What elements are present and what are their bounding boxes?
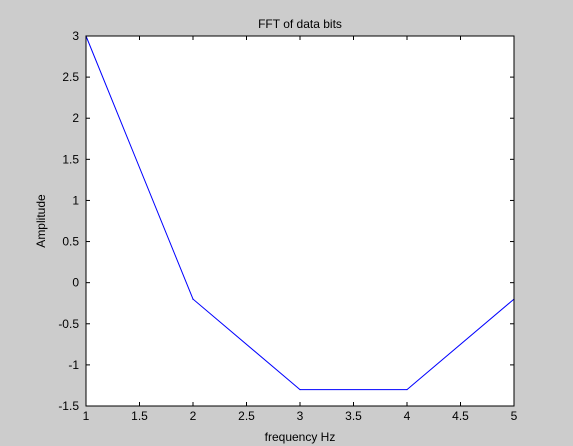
x-tick-label: 2.5 (238, 409, 255, 423)
x-axis-ticks: 1 1.5 2 2.5 3 3.5 4 4.5 5 (83, 36, 518, 423)
x-axis-label: frequency Hz (265, 430, 336, 444)
x-tick-label: 2 (190, 409, 197, 423)
x-tick-label: 4 (404, 409, 411, 423)
y-tick-label: 1.5 (62, 152, 79, 166)
x-tick-label: 5 (511, 409, 518, 423)
y-tick-label: 3 (72, 29, 79, 43)
y-tick-label: 0.5 (62, 235, 79, 249)
chart-title: FFT of data bits (258, 17, 342, 31)
x-tick-label: 1.5 (131, 409, 148, 423)
plot-area (86, 36, 514, 406)
x-tick-label: 3 (297, 409, 304, 423)
y-axis-label: Amplitude (34, 194, 48, 248)
data-point (299, 388, 301, 391)
x-tick-label: 3.5 (345, 409, 362, 423)
y-tick-label: -1.5 (58, 399, 79, 413)
y-tick-label: 2 (72, 111, 79, 125)
data-point (192, 298, 194, 300)
x-tick-label: 1 (83, 409, 90, 423)
y-tick-label: -1 (68, 358, 79, 372)
y-tick-label: 1 (72, 193, 79, 207)
y-tick-label: -0.5 (58, 317, 79, 331)
x-tick-label: 4.5 (452, 409, 469, 423)
y-tick-label: 2.5 (62, 70, 79, 84)
y-axis-ticks: 3 2.5 2 1.5 1 0.5 0 -0.5 -1 -1.5 (58, 29, 514, 413)
data-point (406, 388, 408, 391)
y-tick-label: 0 (72, 276, 79, 290)
